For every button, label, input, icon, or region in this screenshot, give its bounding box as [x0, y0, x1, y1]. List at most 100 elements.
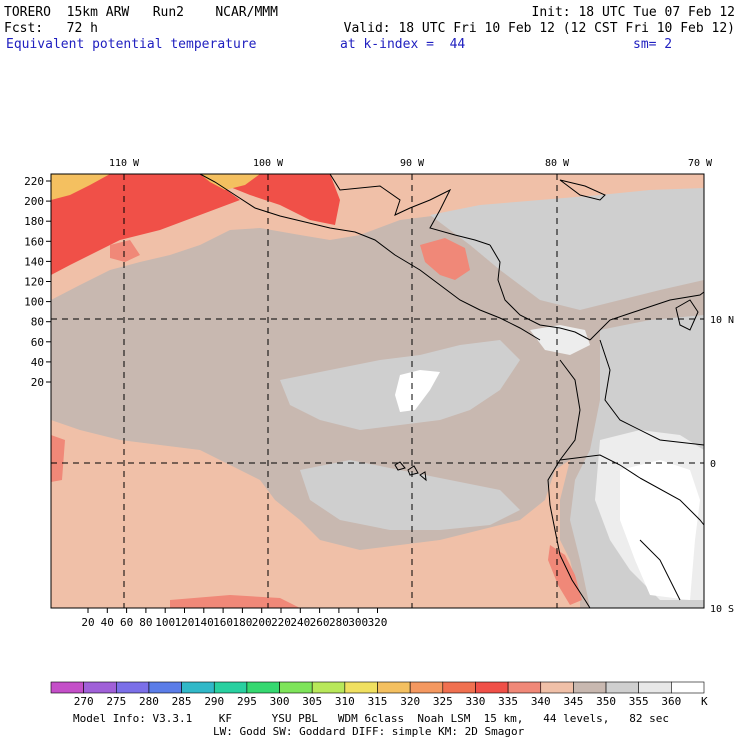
colorbar-swatch: [540, 681, 574, 694]
colorbar-swatch: [344, 681, 378, 694]
bottom-axis-label: 140: [194, 616, 214, 629]
colorbar-swatch: [83, 681, 117, 694]
colorbar-unit: K: [701, 695, 708, 708]
field-warm-band-south-left: [51, 520, 300, 608]
colorbar-label: 295: [237, 695, 257, 708]
bottom-axis-label: 40: [101, 616, 114, 629]
bottom-axis-label: 120: [175, 616, 195, 629]
footer-physics-info: LW: Godd SW: Goddard DIFF: simple KM: 2D…: [213, 725, 525, 738]
bottom-axis-label: 160: [213, 616, 233, 629]
sm-label: sm= 2: [633, 37, 672, 52]
colorbar-swatch: [311, 681, 346, 694]
colorbar-label: 280: [139, 695, 159, 708]
field-white-patch-central: [395, 370, 440, 412]
field-cool-region-southcentral: [300, 460, 520, 530]
bottom-axis-label: 300: [348, 616, 368, 629]
field-warm-patch-northwest-small: [110, 240, 140, 262]
left-axis-label: 120: [24, 276, 44, 289]
coastline-gulf-yucatan: [329, 173, 491, 246]
colorbar-label: 350: [596, 695, 616, 708]
border-ecuador-peru: [559, 454, 641, 479]
field-cool-region-caribbean: [430, 188, 704, 310]
colorbar-swatch: [279, 681, 313, 694]
colorbar-label: 275: [106, 695, 126, 708]
bottom-axis-label: 100: [155, 616, 175, 629]
border-peru-bolivia: [639, 539, 681, 601]
coastlines: [199, 173, 705, 609]
field-hot-region-northwest: [51, 174, 240, 275]
field-hotter-region-mexico: [200, 174, 260, 190]
lon-label-100w: 100 W: [253, 158, 284, 169]
lon-label-80w: 80 W: [545, 158, 570, 169]
colorbar-label: 360: [661, 695, 681, 708]
colorbar-label: 340: [531, 695, 551, 708]
bottom-axis-label: 240: [290, 616, 310, 629]
footer-model-info: Model Info: V3.3.1 KF YSU PBL WDM 6class…: [73, 712, 669, 725]
lat-label-0: 0: [710, 459, 716, 470]
colorbar-swatch: [475, 681, 509, 694]
left-axis-label: 40: [31, 356, 44, 369]
field-hotter-region-northwest: [51, 174, 110, 200]
colorbar-swatch: [116, 681, 150, 694]
colorbar-label: 285: [172, 695, 192, 708]
k-index-label: at k-index = 44: [340, 37, 465, 52]
left-axis-label: 160: [24, 235, 44, 248]
colorbar-swatch: [605, 681, 639, 694]
field-white-andes-core: [620, 460, 700, 600]
header-model-run: TORERO 15km ARW Run2 NCAR/MMM: [4, 5, 278, 20]
left-axis-label: 60: [31, 336, 44, 349]
field-warm-region-left-edge: [51, 435, 65, 482]
bottom-axis-label: 20: [81, 616, 94, 629]
border-brazil: [639, 477, 705, 526]
colorbar-swatch: [377, 681, 411, 694]
bottom-axis-label: 180: [232, 616, 252, 629]
field-name: Equivalent potential temperature: [6, 37, 257, 52]
lon-label-90w: 90 W: [400, 158, 425, 169]
colorbar-label: 320: [400, 695, 420, 708]
colorbar-label: 270: [74, 695, 94, 708]
lon-label-70w: 70 W: [688, 158, 713, 169]
colorbar-swatch: [148, 681, 182, 694]
colorbar-label: 300: [270, 695, 290, 708]
bottom-axis-label: 280: [329, 616, 349, 629]
colorbar-label: 290: [204, 695, 224, 708]
left-axis-label: 140: [24, 255, 44, 268]
colorbar-label: 325: [433, 695, 453, 708]
bottom-axis-ticks: [87, 608, 378, 613]
colorbar-swatch: [213, 681, 248, 694]
colorbar-label: 335: [498, 695, 518, 708]
colorbar-swatch: [50, 681, 84, 694]
left-axis-label: 80: [31, 316, 44, 329]
colorbar-swatch: [246, 681, 280, 694]
colorbar: [50, 681, 705, 694]
colorbar-swatch: [409, 681, 444, 694]
colorbar-swatch: [573, 681, 607, 694]
coastline-mexico-pacific: [199, 173, 541, 341]
bottom-axis-label: 220: [271, 616, 291, 629]
left-axis-label: 20: [31, 376, 44, 389]
header-init-time: Init: 18 UTC Tue 07 Feb 12: [532, 5, 736, 20]
colorbar-label: 305: [302, 695, 322, 708]
left-axis-ticks: [46, 180, 51, 383]
coastline-islands: [394, 461, 427, 482]
lat-label-10n: 10 N: [710, 315, 734, 326]
left-axis-label: 220: [24, 175, 44, 188]
colorbar-swatch: [507, 681, 542, 694]
lat-label-10s: 10 S: [710, 604, 734, 615]
lon-label-110w: 110 W: [109, 158, 140, 169]
left-axis-label: 100: [24, 296, 44, 309]
coastline-cuba-tip: [559, 179, 606, 201]
colorbar-label: 315: [368, 695, 388, 708]
colorbar-label: 310: [335, 695, 355, 708]
coastline-colombia: [589, 291, 705, 341]
map-panel: [46, 173, 705, 613]
colorbar-label: 355: [629, 695, 649, 708]
bottom-axis-label: 260: [310, 616, 330, 629]
graticule: [51, 174, 704, 608]
header-forecast-hour: Fcst: 72 h: [4, 21, 98, 36]
colorbar-label: 345: [563, 695, 583, 708]
coastline-caribbean-island: [675, 299, 699, 331]
bottom-axis-label: 320: [368, 616, 388, 629]
